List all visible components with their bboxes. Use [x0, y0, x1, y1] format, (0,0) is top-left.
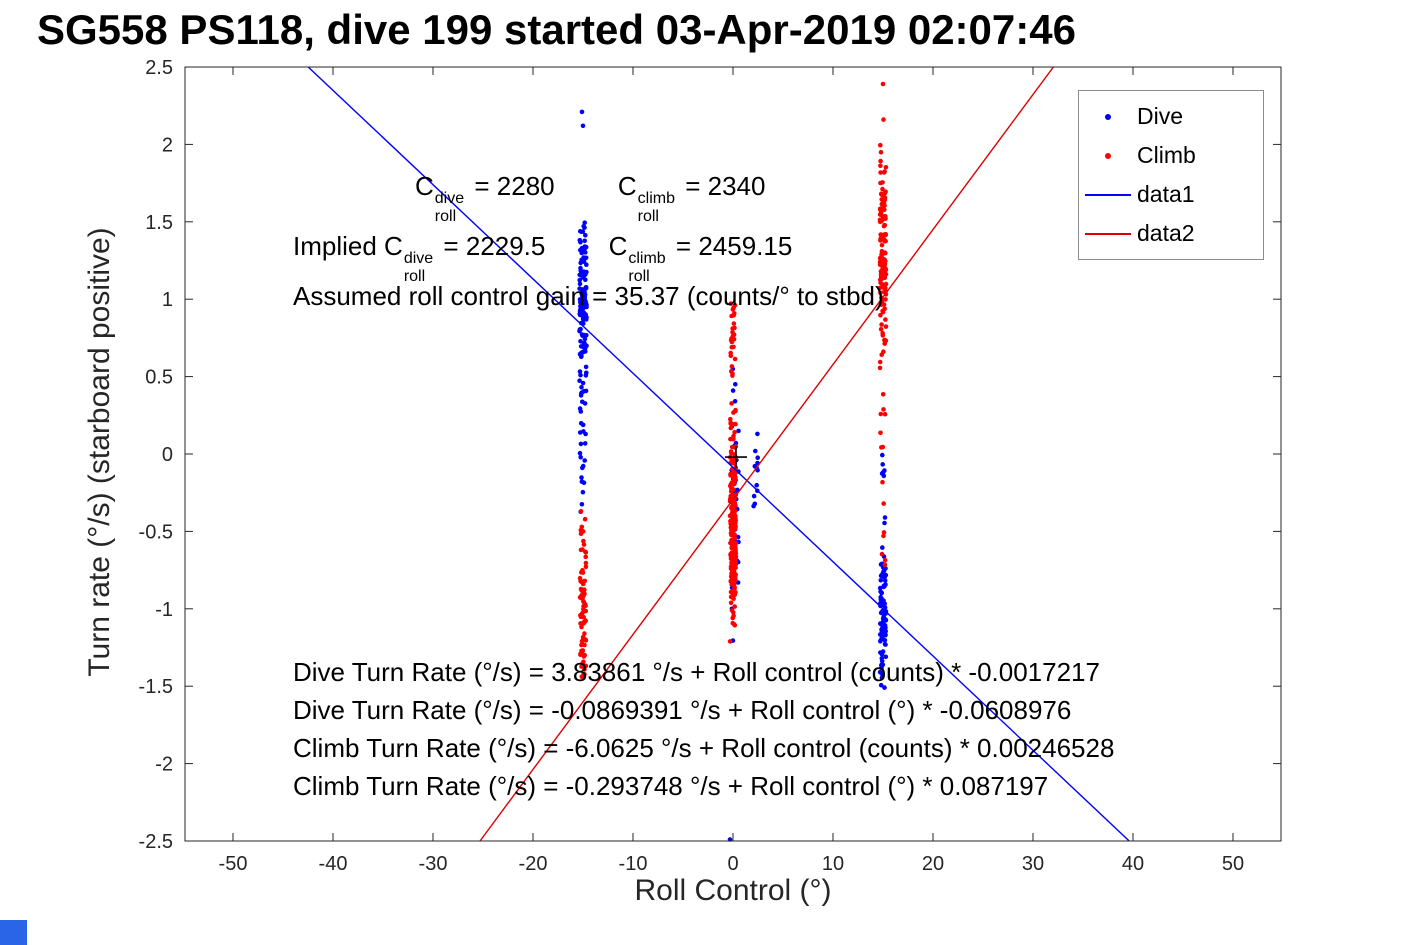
value-text: = 2459.15 [668, 231, 793, 261]
subscript: roll [434, 208, 457, 225]
legend-item-climb: Climb [1079, 136, 1263, 175]
fit-equation-line: Climb Turn Rate (°/s) = -0.293748 °/s + … [293, 771, 1049, 801]
svg-text:-10: -10 [619, 853, 648, 875]
value-text: = 2340 [677, 171, 766, 201]
svg-text:-50: -50 [219, 853, 248, 875]
legend-item-dive: Dive [1079, 97, 1263, 136]
svg-text:0.5: 0.5 [145, 367, 173, 389]
value-text: = 2280 [467, 171, 555, 201]
superscript: dive [403, 250, 434, 267]
data2-line-icon [1079, 232, 1137, 235]
supsub-dive-roll: dive roll [435, 191, 464, 225]
svg-text:50: 50 [1222, 853, 1244, 875]
c-symbol: C [608, 231, 628, 261]
c-symbol: C [415, 171, 434, 201]
figure-title: SG558 PS118, dive 199 started 03-Apr-201… [37, 6, 1076, 53]
svg-text:-30: -30 [419, 853, 448, 875]
legend: Dive Climb data1 data2 [1078, 90, 1264, 260]
svg-text:0: 0 [727, 853, 738, 875]
annotation-fit-equations: Dive Turn Rate (°/s) = 3.83861 °/s + Rol… [293, 653, 1114, 805]
tick-marks [185, 66, 1281, 842]
svg-text:1.5: 1.5 [145, 212, 173, 234]
origin-plus-marker [725, 446, 747, 469]
legend-item-data1: data1 [1079, 175, 1263, 214]
legend-item-data2: data2 [1079, 214, 1263, 253]
svg-text:10: 10 [822, 853, 844, 875]
legend-label: Climb [1137, 142, 1196, 168]
svg-text:1: 1 [162, 289, 173, 311]
svg-text:0: 0 [162, 444, 173, 466]
superscript: climb [637, 190, 675, 207]
legend-label: data2 [1137, 220, 1195, 246]
scatter-layer [577, 81, 889, 842]
svg-text:30: 30 [1022, 853, 1044, 875]
svg-text:-2.5: -2.5 [139, 831, 173, 853]
fit-line-data1 [307, 66, 1130, 842]
tick-labels: -50 -40 -30 -20 -10 0 10 20 30 40 50-2.5-2-1.5-1-0… [139, 57, 1245, 875]
svg-text:-2: -2 [155, 754, 173, 776]
subscript: roll [637, 208, 659, 225]
implied-prefix: Implied [293, 231, 385, 261]
dive-marker-icon [1079, 113, 1137, 120]
fit-equation-line: Climb Turn Rate (°/s) = -6.0625 °/s + Ro… [293, 733, 1115, 763]
legend-label: Dive [1137, 103, 1184, 129]
supsub-climb-roll: climb roll [628, 251, 665, 285]
superscript: dive [434, 190, 465, 207]
fit-equation-line: Dive Turn Rate (°/s) = -0.0869391 °/s + … [293, 695, 1072, 725]
svg-text:-40: -40 [319, 853, 348, 875]
subscript: roll [403, 268, 426, 285]
svg-text:2: 2 [162, 134, 173, 156]
climb-marker-icon [1079, 152, 1137, 159]
svg-text:-1: -1 [155, 599, 173, 621]
data1-line-icon [1079, 193, 1137, 196]
c-symbol: C [384, 231, 403, 261]
fit-line-data2 [479, 66, 1054, 842]
svg-text:40: 40 [1122, 853, 1144, 875]
annotation-gain: Assumed roll control gain = 35.37 (count… [293, 281, 884, 311]
value-text: = 2229.5 [436, 231, 546, 261]
corner-accent [0, 920, 27, 945]
svg-text:-20: -20 [519, 853, 548, 875]
svg-text:-0.5: -0.5 [139, 521, 173, 543]
superscript: climb [628, 250, 666, 267]
fit-equation-line: Dive Turn Rate (°/s) = 3.83861 °/s + Rol… [293, 657, 1100, 687]
x-axis-label: Roll Control (°) [634, 874, 832, 907]
supsub-dive-roll: dive roll [404, 251, 433, 285]
svg-text:2.5: 2.5 [145, 57, 173, 79]
legend-label: data1 [1137, 181, 1195, 207]
svg-text:-1.5: -1.5 [139, 676, 173, 698]
y-axis-label: Turn rate (°/s) (starboard positive) [83, 227, 116, 677]
svg-text:20: 20 [922, 853, 944, 875]
subscript: roll [628, 268, 650, 285]
c-symbol: C [617, 171, 637, 201]
supsub-climb-roll: climb roll [638, 191, 675, 225]
